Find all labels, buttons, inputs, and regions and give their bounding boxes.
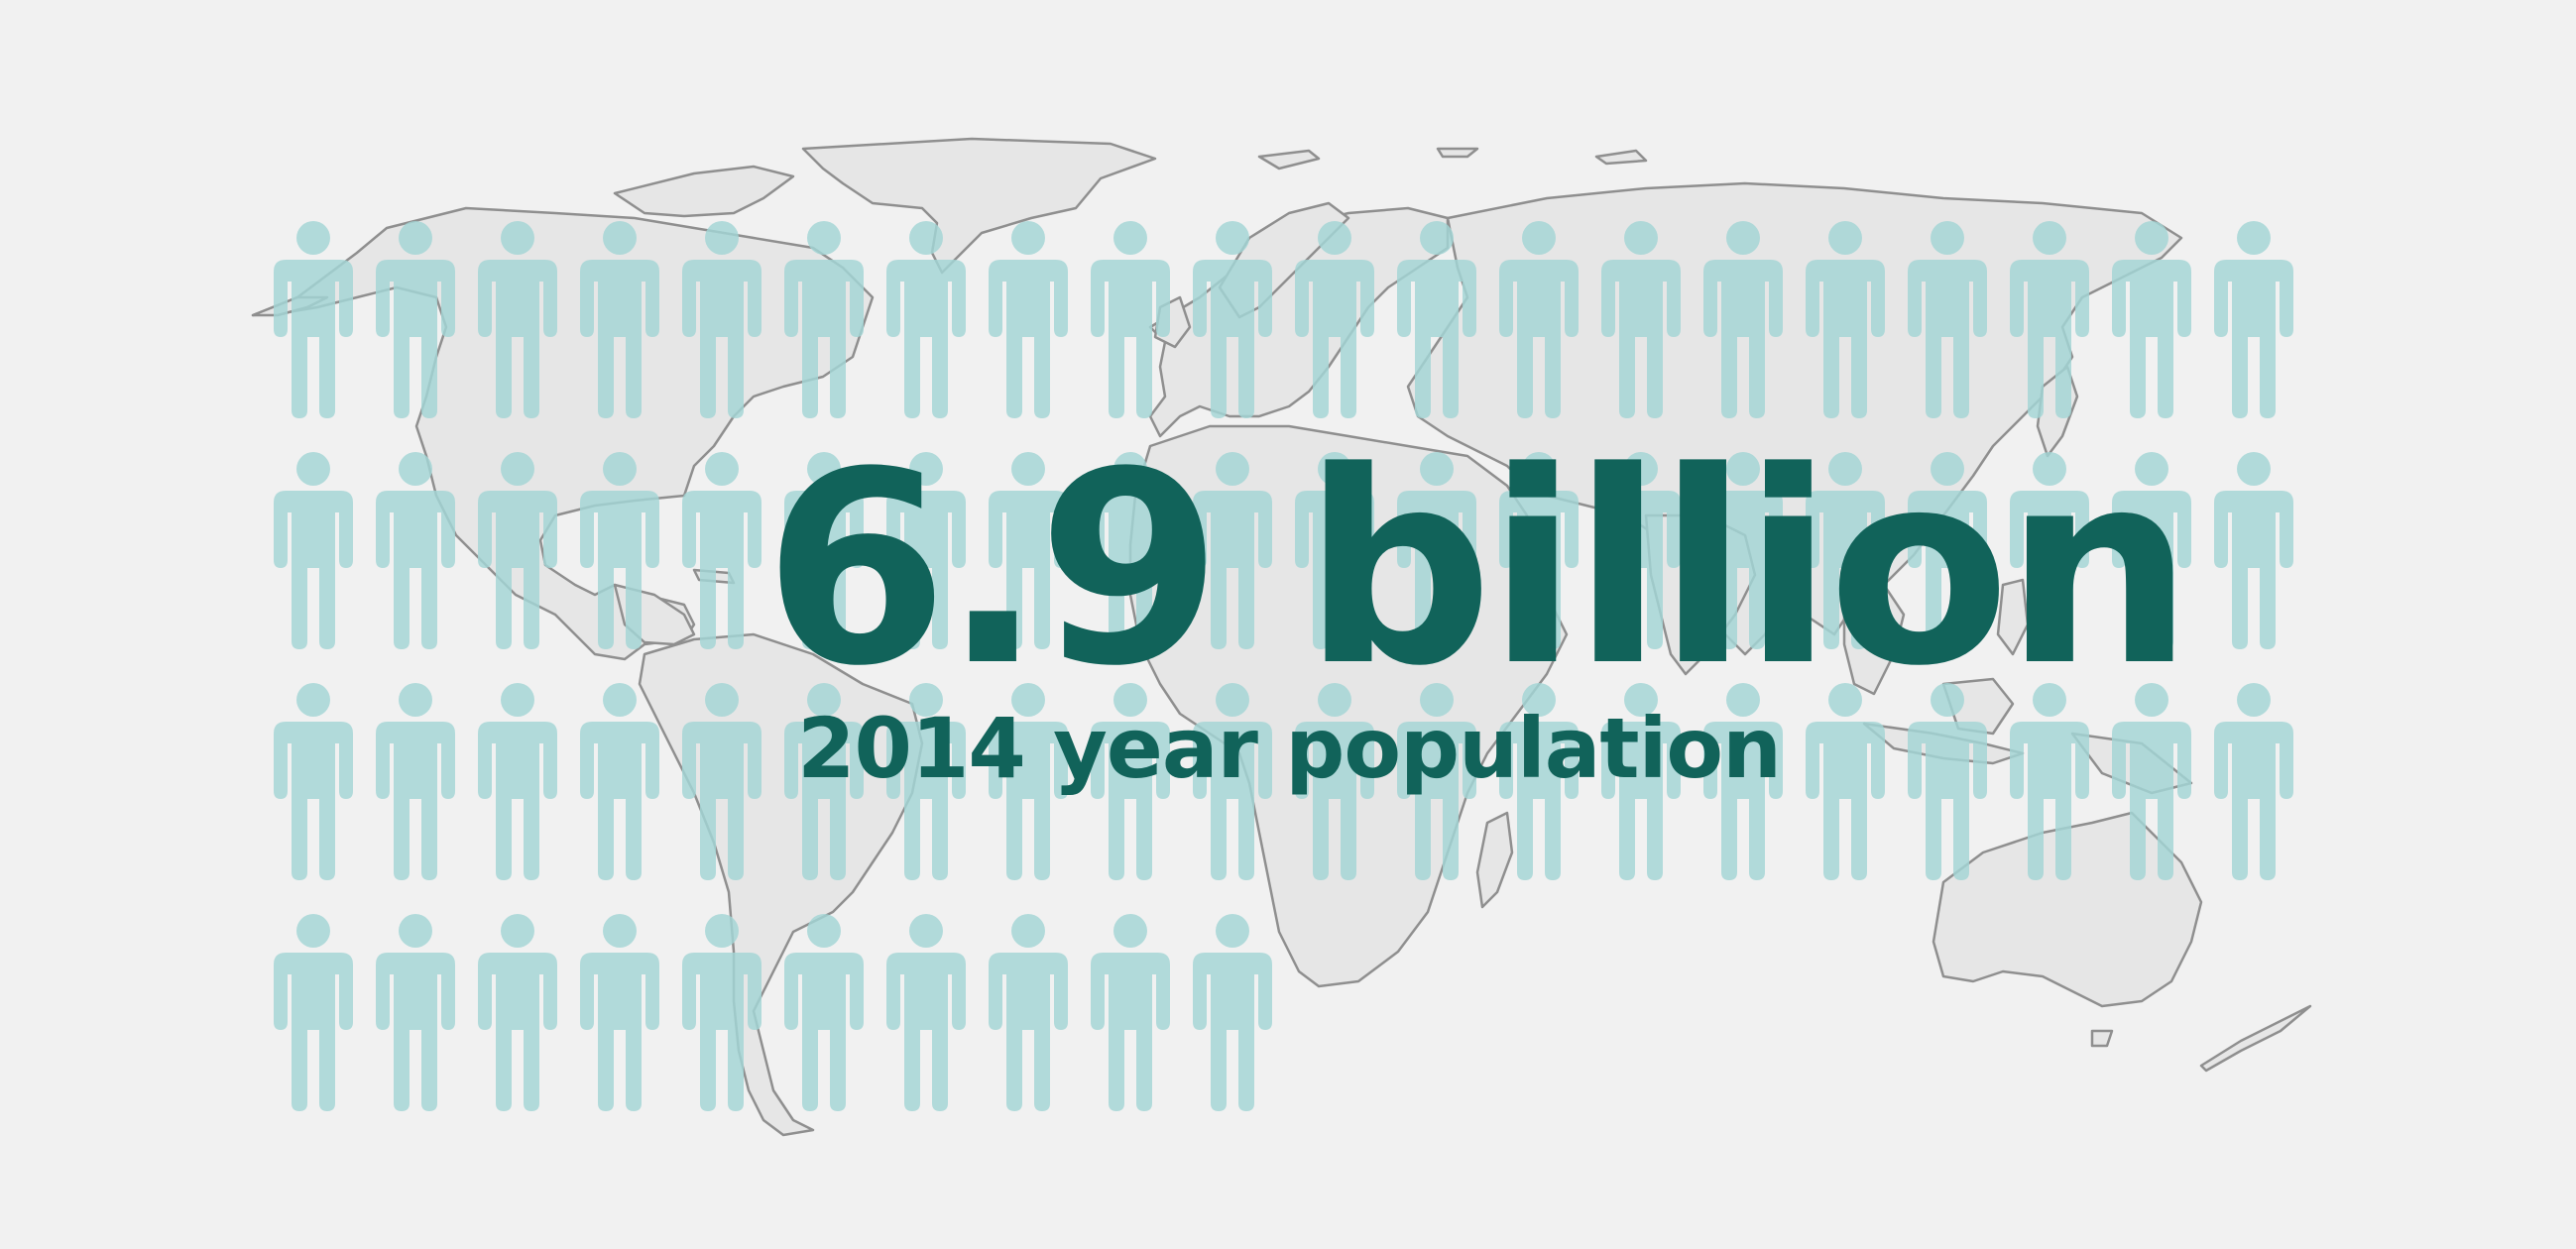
person-icon [682, 451, 761, 649]
person-icon [478, 220, 557, 418]
person-icon [580, 682, 659, 880]
madagascar-shape [1475, 811, 1514, 909]
person-icon [478, 451, 557, 649]
greenland-shape [801, 137, 1157, 275]
person-icon [274, 682, 353, 880]
person-icon [1806, 451, 1885, 649]
person-icon [1193, 220, 1272, 418]
person-icon [784, 451, 864, 649]
person-icon [1806, 682, 1885, 880]
person-icon [376, 220, 455, 418]
arctic-islands-shape [613, 165, 795, 218]
person-icon [1091, 913, 1170, 1111]
person-icon [1499, 451, 1579, 649]
person-icon [376, 682, 455, 880]
person-icon [1908, 220, 1987, 418]
person-icon [2214, 451, 2293, 649]
person-icon [1499, 220, 1579, 418]
person-icon [886, 220, 966, 418]
person-icon [1397, 451, 1476, 649]
person-icon [2010, 451, 2089, 649]
arctic-island-3-shape [1436, 147, 1479, 159]
philippines-shape [1996, 578, 2030, 656]
person-icon [784, 220, 864, 418]
person-icon [274, 913, 353, 1111]
person-icon [989, 220, 1068, 418]
person-icon [1193, 451, 1272, 649]
person-icon [1601, 220, 1681, 418]
person-icon [376, 913, 455, 1111]
person-icon [1295, 451, 1374, 649]
person-icon [1703, 220, 1783, 418]
person-icon [1397, 220, 1476, 418]
person-icon [1703, 682, 1783, 880]
person-icon [1703, 451, 1783, 649]
person-icon [2010, 220, 2089, 418]
person-icon [376, 451, 455, 649]
tasmania-shape [2090, 1029, 2114, 1048]
person-icon [1908, 682, 1987, 880]
person-icon [2214, 682, 2293, 880]
population-headline: 6.9 billion [763, 415, 2193, 725]
person-icon [1091, 220, 1170, 418]
person-icon [2112, 451, 2191, 649]
person-icon [682, 220, 761, 418]
person-icon [1295, 682, 1374, 880]
person-icon [989, 682, 1068, 880]
person-icon [274, 451, 353, 649]
person-icon [1091, 682, 1170, 880]
person-icon [682, 682, 761, 880]
person-icon [2112, 220, 2191, 418]
person-icon [989, 913, 1068, 1111]
person-icon [1908, 451, 1987, 649]
person-icon [274, 220, 353, 418]
person-icon [478, 913, 557, 1111]
person-icon [1499, 682, 1579, 880]
person-icon [1091, 451, 1170, 649]
person-icon [784, 682, 864, 880]
person-icon [2112, 682, 2191, 880]
person-icon [989, 451, 1068, 649]
person-icon [2214, 220, 2293, 418]
person-icon [1193, 913, 1272, 1111]
person-icon [1806, 220, 1885, 418]
person-icon [1601, 682, 1681, 880]
arctic-island-2-shape [1257, 149, 1321, 170]
person-icon [2010, 682, 2089, 880]
person-icon [682, 913, 761, 1111]
new-zealand-shape [2199, 1004, 2312, 1073]
person-icon [580, 220, 659, 418]
person-icon [478, 682, 557, 880]
person-icon [886, 451, 966, 649]
person-icon [1295, 220, 1374, 418]
person-icon [580, 913, 659, 1111]
population-subline: 2014 year population [797, 700, 1782, 797]
person-icon [886, 913, 966, 1111]
person-icon [784, 913, 864, 1111]
person-icon [1397, 682, 1476, 880]
person-icon [886, 682, 966, 880]
person-icon [580, 451, 659, 649]
arctic-island-4-shape [1594, 149, 1648, 166]
person-icon [1193, 682, 1272, 880]
person-icon [1601, 451, 1681, 649]
